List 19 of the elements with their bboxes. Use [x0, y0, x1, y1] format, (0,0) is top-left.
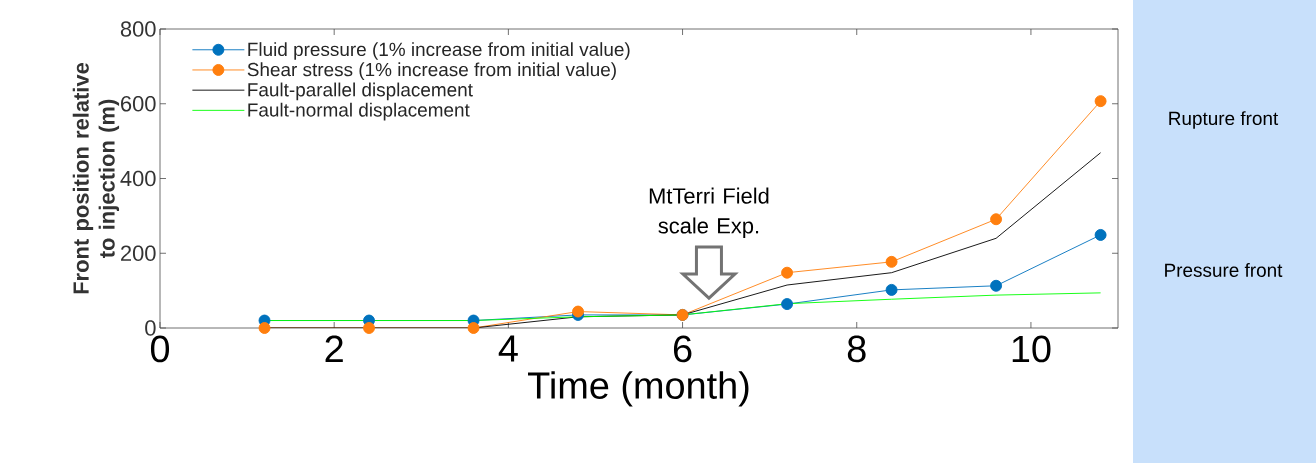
y-tick-label: 400: [120, 170, 156, 187]
legend-label: Shear stress (1% increase from initial value): [247, 62, 616, 80]
x-tick-label: 6: [673, 335, 692, 363]
text: Pressure front: [1165, 263, 1283, 277]
legend-label: Fault-parallel displacement: [248, 82, 473, 101]
annotation: MtTerri Field scale Exp.: [649, 187, 769, 238]
y-tick-label: 800: [120, 21, 156, 37]
legend-label: Fault-normal displacement: [248, 102, 470, 121]
x-tick-label: 10: [1012, 335, 1051, 363]
x-tick-label: 2: [325, 335, 343, 362]
y-tick-label: 600: [121, 95, 156, 112]
x-axis-title: Time (month): [528, 371, 749, 407]
y-axis-title: Front position relative to injection (m): [72, 62, 120, 294]
x-tick-label: 8: [847, 335, 866, 363]
legend-label: Fluid pressure (1% increase from initial value): [248, 42, 630, 60]
y-tick-label: 200: [121, 245, 156, 262]
y-tick-label: 0: [145, 320, 156, 336]
x-tick-label: 4: [498, 335, 518, 362]
text: Rupture front: [1169, 111, 1279, 129]
